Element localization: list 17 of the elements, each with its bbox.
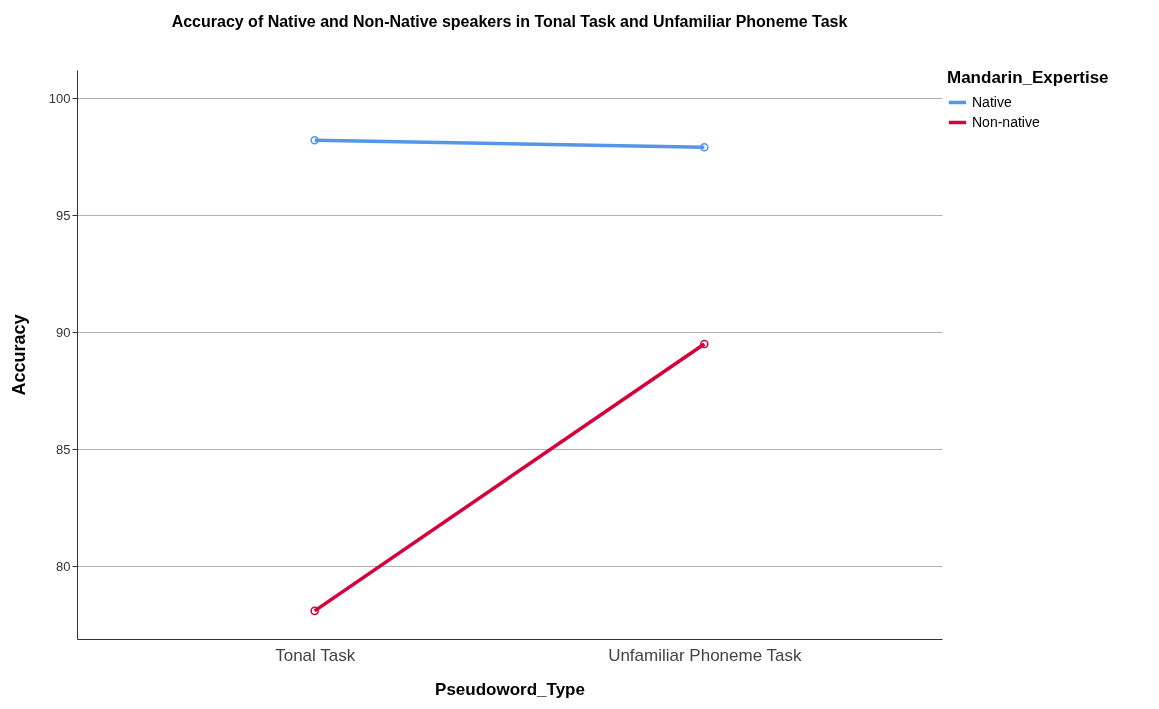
chart-title: Accuracy of Native and Non-Native speakers in Tonal Task and Unfamiliar Phoneme Task	[171, 13, 848, 30]
y-tick-label: 95	[56, 207, 71, 223]
y-tick-label: 85	[56, 441, 71, 457]
point	[700, 142, 709, 152]
legend-label: Non-native	[972, 113, 1040, 130]
x-tick-label: Unfamiliar Phoneme Task	[608, 645, 803, 665]
legend-label: Native	[972, 93, 1012, 110]
y-axis-title: Accuracy	[8, 314, 29, 396]
point	[700, 339, 709, 349]
x-tick-label: Tonal Task	[275, 645, 356, 665]
x-axis-title: Pseudoword_Type	[435, 679, 585, 699]
legend-title: Mandarin_Expertise	[947, 68, 1109, 87]
y-tick-label: 90	[56, 324, 71, 340]
point	[310, 606, 319, 616]
y-tick-label: 100	[48, 90, 71, 106]
point	[310, 135, 319, 145]
y-tick-label: 80	[56, 558, 71, 574]
